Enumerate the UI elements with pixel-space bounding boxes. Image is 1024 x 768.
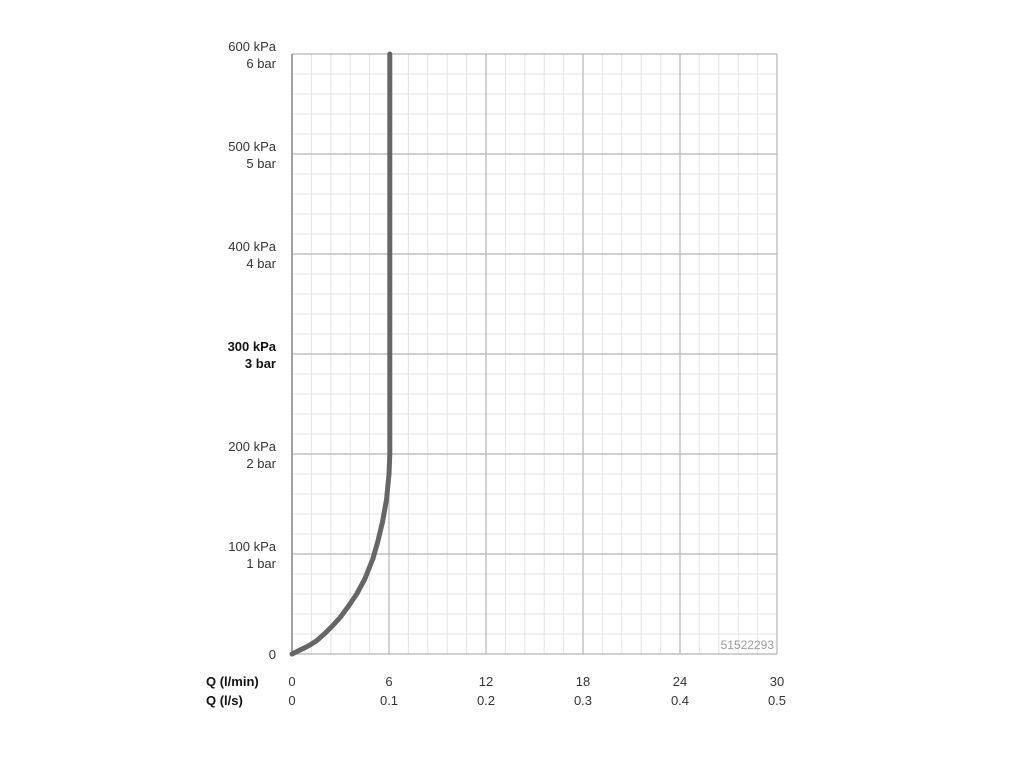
y-tick-label-bar: 2 bar	[246, 456, 276, 471]
x-tick-label-ls: 0.5	[768, 693, 786, 708]
x-tick-label-lmin: 18	[576, 674, 590, 689]
major-grid	[291, 53, 778, 655]
y-tick-label-kpa: 200 kPa	[228, 439, 276, 454]
y-tick-label-kpa: 500 kPa	[228, 139, 276, 154]
x-tick-label-ls: 0.3	[574, 693, 592, 708]
x-axis-tick-labels: 0 0 6 0.1 12 0.2 18 0.3 24 0.4 30 0.5	[288, 674, 786, 708]
series-layer	[289, 51, 393, 657]
product-code-annotation: 51522293	[721, 638, 775, 652]
y-tick-label-kpa: 0	[269, 647, 276, 662]
x-axis-label-ls: Q (l/s)	[206, 693, 243, 708]
x-tick-label-lmin: 12	[479, 674, 493, 689]
x-tick-label-lmin: 24	[673, 674, 687, 689]
y-axis-tick-labels: 0 100 kPa 1 bar 200 kPa 2 bar 300 kPa 3 bar 400…	[228, 39, 277, 662]
y-tick-label-kpa: 400 kPa	[228, 239, 276, 254]
y-tick-label-bar: 1 bar	[246, 556, 276, 571]
y-tick-label-bar: 4 bar	[246, 256, 276, 271]
y-tick-label-kpa: 300 kPa	[228, 339, 277, 354]
x-tick-label-lmin: 6	[385, 674, 392, 689]
x-axis-label-lmin: Q (l/min)	[206, 674, 259, 689]
y-tick-label-bar: 3 bar	[245, 356, 276, 371]
y-tick-label-bar: 5 bar	[246, 156, 276, 171]
y-tick-label-bar: 6 bar	[246, 56, 276, 71]
series-line-flow-curve	[289, 51, 393, 657]
x-tick-label-lmin: 30	[770, 674, 784, 689]
y-tick-label-kpa: 100 kPa	[228, 539, 276, 554]
x-tick-label-ls: 0.2	[477, 693, 495, 708]
x-tick-label-ls: 0	[288, 693, 295, 708]
x-tick-label-ls: 0.1	[380, 693, 398, 708]
y-tick-label-kpa: 600 kPa	[228, 39, 276, 54]
x-tick-label-ls: 0.4	[671, 693, 689, 708]
x-tick-label-lmin: 0	[288, 674, 295, 689]
